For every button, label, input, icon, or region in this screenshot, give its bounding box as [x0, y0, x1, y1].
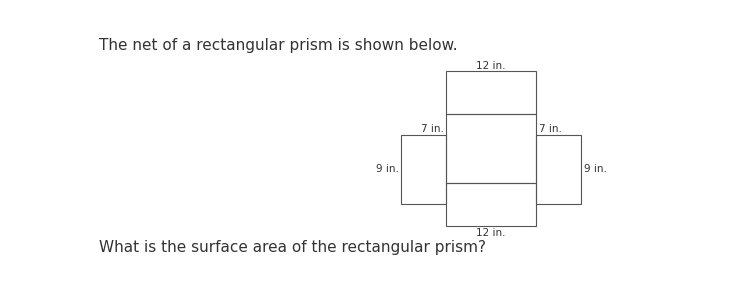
Bar [446, 183, 536, 226]
Text: The net of a rectangular prism is shown below.: The net of a rectangular prism is shown … [99, 38, 458, 53]
Text: 9 in.: 9 in. [375, 164, 399, 174]
Text: 7 in.: 7 in. [420, 124, 443, 134]
Bar [446, 71, 536, 114]
Text: 12 in.: 12 in. [476, 228, 506, 238]
Bar [536, 135, 581, 204]
Bar [446, 114, 536, 183]
Text: What is the surface area of the rectangular prism?: What is the surface area of the rectangu… [99, 240, 486, 255]
Text: 7 in.: 7 in. [539, 124, 562, 134]
Bar [401, 135, 446, 204]
Text: 9 in.: 9 in. [583, 164, 606, 174]
Text: 12 in.: 12 in. [476, 61, 506, 71]
